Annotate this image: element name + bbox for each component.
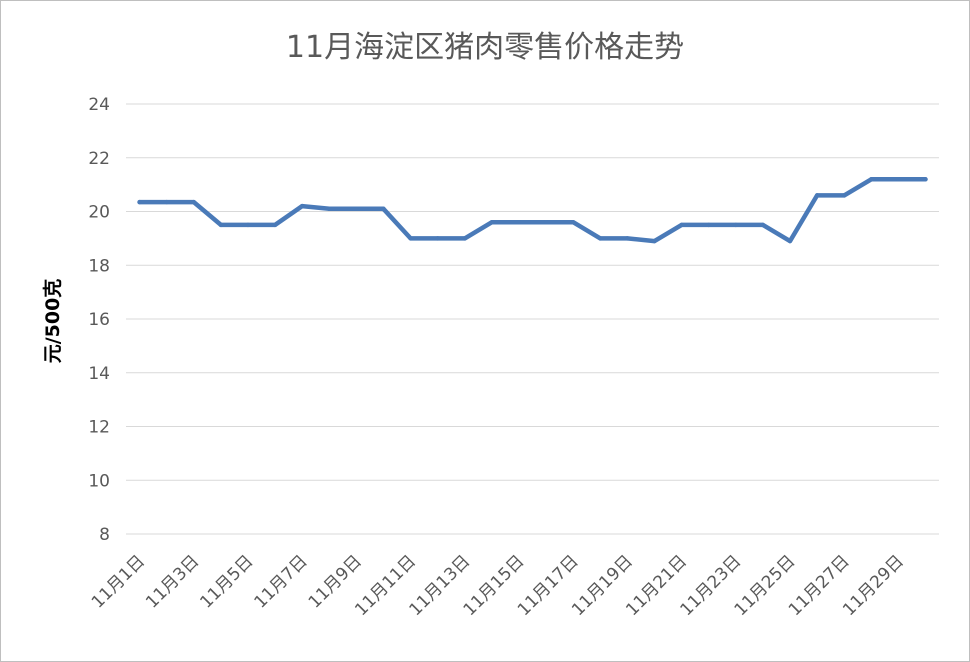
data-point (814, 193, 820, 198)
data-point (489, 220, 495, 225)
data-point (191, 199, 196, 205)
data-point (516, 220, 522, 225)
chart-title: 11月海淀区猪肉零售价格走势 (286, 30, 684, 65)
data-point (787, 238, 793, 244)
y-tick-label: 18 (88, 256, 110, 276)
data-point (272, 222, 278, 228)
data-point (652, 238, 657, 244)
data-point (598, 236, 603, 241)
data-point (164, 199, 169, 205)
data-point (706, 222, 711, 228)
data-point (245, 222, 251, 228)
y-tick-label: 8 (99, 525, 110, 545)
y-axis-ticks: 8 10 12 14 16 18 20 22 24 (88, 95, 110, 545)
data-point (923, 177, 928, 182)
data-point (462, 236, 467, 241)
data-point (381, 206, 386, 212)
x-tick-label: 11月3日 (142, 551, 203, 612)
x-tick-label: 11月5日 (196, 551, 257, 612)
data-point (327, 206, 332, 212)
y-tick-label: 24 (88, 95, 110, 115)
y-tick-label: 20 (88, 203, 110, 223)
y-tick-label: 22 (88, 149, 110, 169)
x-tick-label: 11月1日 (88, 551, 149, 612)
gridlines (126, 103, 939, 535)
x-tick-label: 11月7日 (251, 551, 312, 612)
data-point (137, 199, 142, 205)
data-point (408, 236, 413, 241)
data-point (543, 220, 549, 225)
data-point (299, 203, 305, 209)
x-axis-ticks: 11月1日11月3日11月5日11月7日11月9日11月11日11月13日11月… (88, 551, 908, 620)
y-axis-label: 元/500克 (41, 279, 64, 364)
y-tick-label: 10 (88, 471, 110, 491)
data-point (354, 206, 359, 212)
data-point (218, 222, 224, 228)
data-point (625, 236, 630, 241)
data-point (679, 222, 684, 228)
data-point (760, 222, 766, 228)
data-point (896, 177, 901, 182)
y-tick-label: 14 (88, 364, 110, 384)
data-point (841, 193, 847, 198)
data-point (733, 222, 738, 228)
series-layer (137, 177, 928, 244)
data-point (570, 220, 576, 225)
data-point (869, 177, 874, 182)
y-tick-label: 12 (88, 418, 110, 438)
data-point (435, 236, 440, 241)
series-line (137, 177, 928, 244)
y-tick-label: 16 (88, 310, 110, 330)
